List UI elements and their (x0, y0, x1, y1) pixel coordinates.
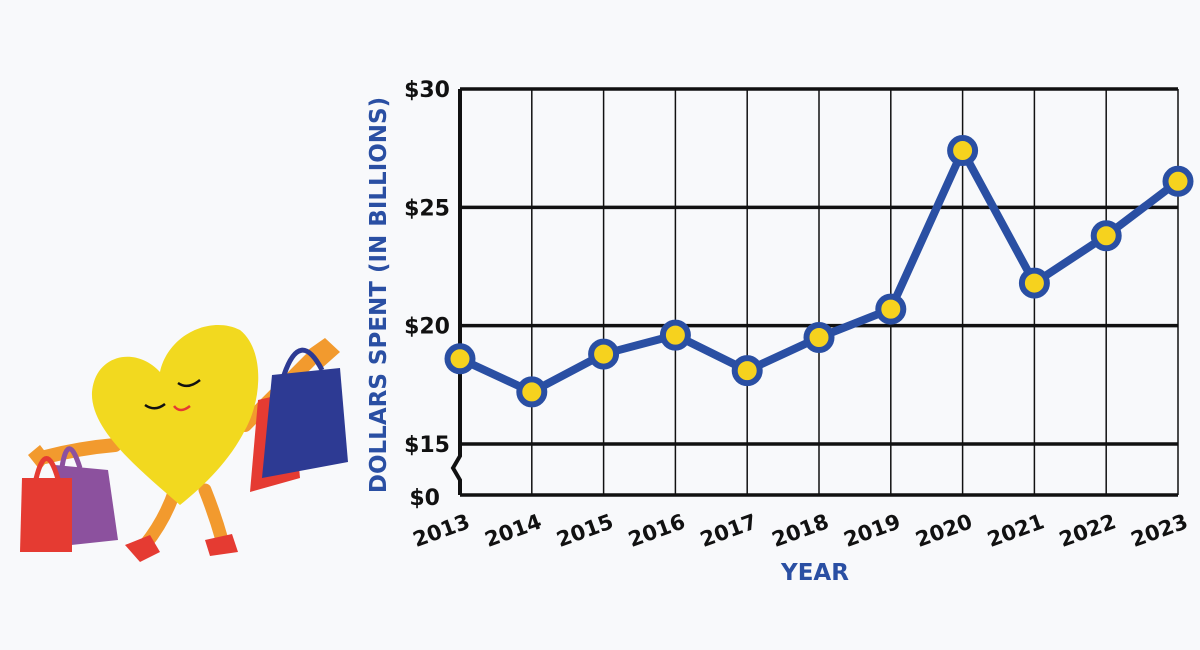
x-tick-label: 2019 (841, 509, 904, 552)
y-tick-label: $30 (404, 78, 450, 103)
heart-body (91, 324, 259, 505)
data-point (1162, 165, 1194, 197)
x-tick-labels: 2013 2014 2015 2016 2017 2018 2019 2020 2021 2022… (410, 509, 1191, 552)
data-points (444, 135, 1194, 408)
blue-bag (262, 368, 348, 478)
y-tick-label: $15 (404, 433, 450, 458)
heart-shopper-illustration (20, 324, 348, 562)
data-point (731, 355, 763, 387)
data-point (444, 343, 476, 375)
data-point (1018, 267, 1050, 299)
y-tick-label: $20 (404, 315, 450, 340)
y-axis-title: DOLLARS SPENT (IN BILLIONS) (366, 97, 392, 493)
data-point (516, 376, 548, 408)
x-tick-label: 2016 (625, 509, 688, 552)
x-tick-label: 2014 (482, 509, 545, 552)
x-tick-label: 2013 (410, 509, 473, 552)
data-point (659, 319, 691, 351)
axis-break (450, 444, 470, 495)
y-tick-label: $0 (409, 486, 440, 511)
y-tick-labels: $15 $20 $25 $30 $0 (404, 78, 450, 511)
x-tick-label: 2018 (769, 509, 832, 552)
axis-break-zigzag (450, 444, 462, 495)
y-tick-label: $25 (404, 196, 450, 221)
gridlines (458, 87, 1179, 497)
x-tick-label: 2017 (697, 509, 760, 552)
data-point (1090, 220, 1122, 252)
x-tick-label: 2020 (912, 509, 975, 552)
data-point (947, 135, 979, 167)
data-point (875, 293, 907, 325)
x-tick-label: 2023 (1128, 509, 1191, 552)
red-bag (20, 478, 72, 552)
data-point (803, 322, 835, 353)
x-tick-label: 2015 (553, 509, 616, 552)
data-point (588, 338, 620, 370)
x-axis-title: YEAR (780, 560, 849, 586)
x-tick-label: 2021 (984, 509, 1047, 552)
x-tick-label: 2022 (1056, 509, 1119, 552)
